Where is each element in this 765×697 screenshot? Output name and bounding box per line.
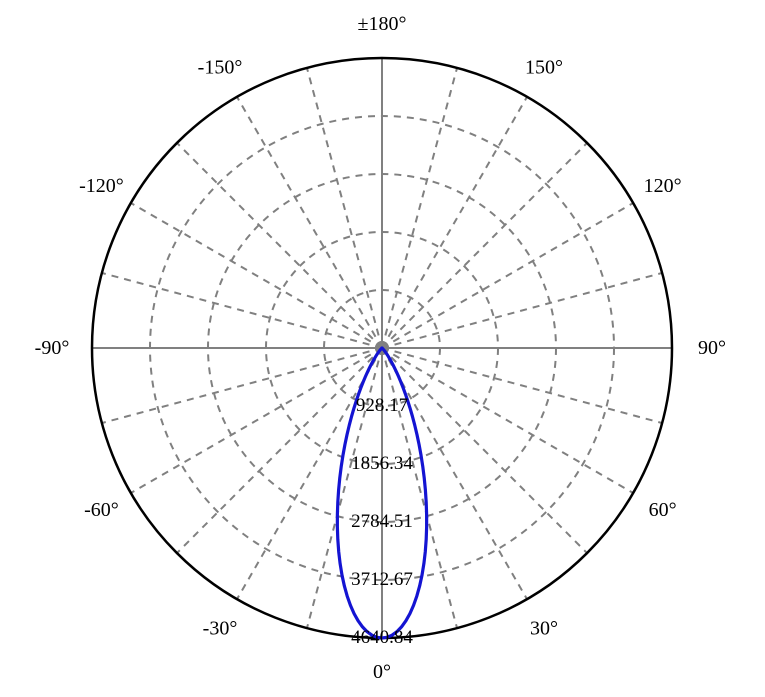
radial-label: 2784.51	[351, 511, 413, 532]
radial-label: 4640.84	[351, 627, 413, 648]
angle-label: -150°	[198, 56, 243, 78]
angle-label: 30°	[530, 618, 558, 640]
angle-label: 90°	[698, 337, 726, 359]
angle-label: -30°	[203, 618, 238, 640]
angle-label: -90°	[35, 337, 70, 359]
angle-label: -120°	[79, 175, 124, 197]
angle-label: ±180°	[358, 13, 407, 35]
angle-label: 150°	[525, 56, 563, 78]
angle-label: 60°	[649, 499, 677, 521]
radial-label: 1856.34	[351, 453, 413, 474]
angle-label: -60°	[84, 499, 119, 521]
angle-label: 120°	[644, 175, 682, 197]
radial-label: 3712.67	[351, 569, 413, 590]
angle-label: 0°	[373, 661, 391, 683]
radial-label: 928.17	[356, 395, 408, 416]
